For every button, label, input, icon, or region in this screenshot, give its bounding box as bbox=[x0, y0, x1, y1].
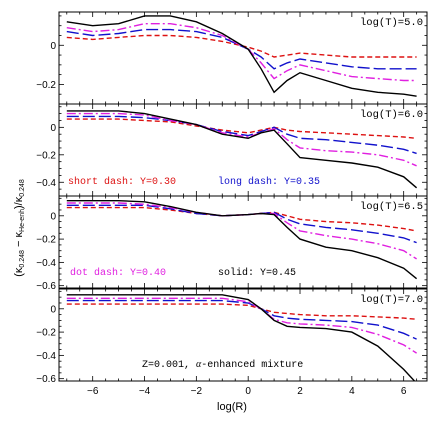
x-tick-label: −4 bbox=[139, 386, 151, 397]
panel-4: −0.6 −0.4 −0.2 0 log(T)=7.0 −6 −4 −2 0 2 4 6 bbox=[36, 288, 428, 397]
series-line-Y030 bbox=[66, 303, 417, 320]
panel-label: log(T)=5.0 bbox=[360, 17, 423, 29]
annotation-solid: solid: Y=0.45 bbox=[218, 267, 296, 279]
panel-frame bbox=[58, 195, 428, 289]
annotation-mixture: Z=0.001, α-enhanced mixture bbox=[142, 359, 303, 371]
series-line-Y045 bbox=[66, 110, 418, 189]
y-tick-label: −0.2 bbox=[36, 80, 56, 91]
y-tick-label: −0.2 bbox=[36, 328, 56, 339]
y-tick-label: 0 bbox=[50, 304, 56, 315]
series-line-Y035 bbox=[66, 115, 417, 155]
panel-curves bbox=[66, 200, 418, 280]
panel-frame bbox=[58, 288, 428, 382]
series-line-Y045 bbox=[66, 15, 417, 97]
series-line-Y045 bbox=[66, 294, 416, 381]
y-tick-label: −0.4 bbox=[36, 178, 56, 189]
y-tick-label: 0 bbox=[50, 211, 56, 222]
series-line-Y035 bbox=[66, 28, 417, 70]
panel-curves bbox=[66, 110, 418, 189]
y-tick-label: −0.2 bbox=[36, 235, 56, 246]
chart-panels: −0.20log(T)=5.0−0.4−0.20log(T)=6.0−0.6−0… bbox=[36, 11, 428, 397]
series-line-Y035 bbox=[66, 299, 417, 340]
x-tick-label: 2 bbox=[297, 386, 303, 397]
y-tick-label: 0 bbox=[50, 41, 56, 52]
panel-label: log(T)=7.0 bbox=[360, 294, 423, 306]
panel-curves bbox=[66, 15, 417, 97]
panel-curves bbox=[66, 294, 417, 381]
series-line-Y030 bbox=[66, 34, 417, 58]
x-tick-label: 0 bbox=[245, 386, 251, 397]
annotation-short-dash: short dash: Y=0.30 bbox=[68, 176, 176, 188]
y-tick-label: −0.4 bbox=[36, 351, 56, 362]
x-tick-label: 6 bbox=[401, 386, 407, 397]
panel-3: −0.6 −0.4 −0.2 0 log(T)=6.5 bbox=[36, 195, 428, 292]
x-tick-label: −2 bbox=[191, 386, 203, 397]
y-tick-label: −0.2 bbox=[36, 150, 56, 161]
panel-label: log(T)=6.5 bbox=[360, 201, 423, 213]
y-tick-label: 0 bbox=[50, 123, 56, 134]
x-tick-label: −6 bbox=[87, 386, 99, 397]
series-line-Y040 bbox=[66, 112, 417, 167]
y-tick-label: −0.6 bbox=[36, 374, 56, 385]
y-tick-label: −0.4 bbox=[36, 258, 56, 269]
series-line-Y045 bbox=[66, 200, 418, 280]
x-axis-title: log(R) bbox=[217, 401, 247, 413]
y-axis-title: (κ0.248 − κHe-enh)/κ0.248 bbox=[13, 179, 26, 277]
x-tick-label: 4 bbox=[349, 386, 355, 397]
annotation-dot-dash: dot dash: Y=0.40 bbox=[70, 267, 166, 279]
series-line-Y040 bbox=[66, 23, 417, 82]
annotation-long-dash: long dash: Y=0.35 bbox=[218, 176, 320, 188]
panel-1: −0.2 0 log(T)=5.0 bbox=[36, 11, 428, 105]
panel-label: log(T)=6.0 bbox=[360, 109, 423, 121]
y-tick-label: −0.6 bbox=[36, 281, 56, 292]
series-line-Y040 bbox=[66, 297, 417, 354]
series-line-Y030 bbox=[66, 118, 417, 139]
panel-2: −0.4 −0.2 0 log(T)=6.0 bbox=[36, 103, 428, 197]
